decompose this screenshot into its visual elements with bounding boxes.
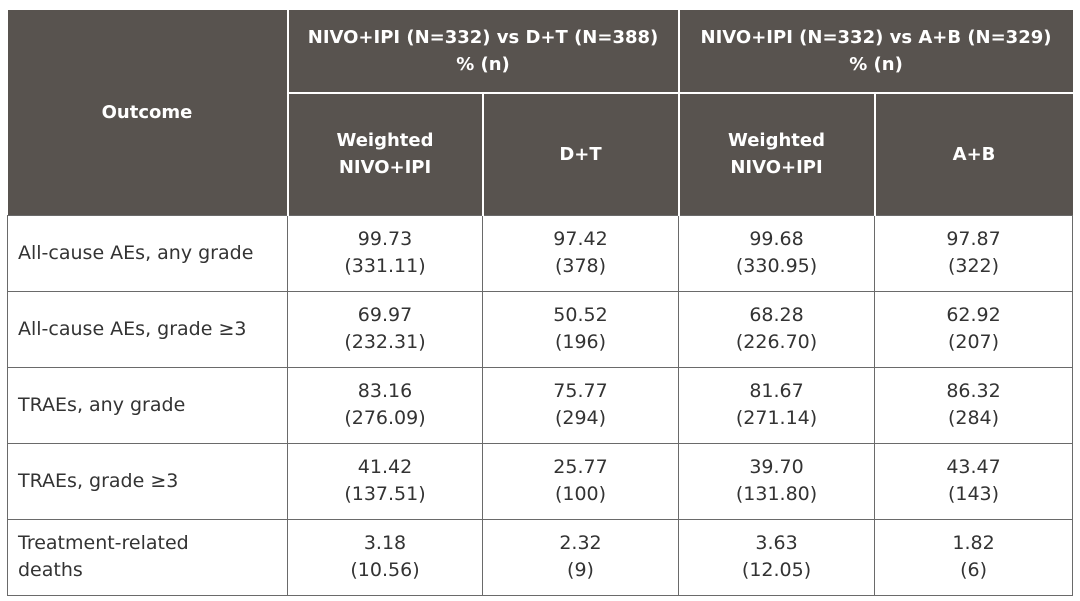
column-header: Weighted NIVO+IPI [286, 93, 483, 215]
cell-text: 3.63 [755, 532, 798, 554]
table-body: All-cause AEs, any grade 99.73 (331.11) 97.… [7, 214, 1074, 596]
value-cell: 81.67 (271.14) [678, 366, 876, 444]
outcome-cell: TRAEs, any grade [7, 366, 288, 444]
value-cell: 75.77 (294) [481, 366, 680, 444]
cell-text: (131.80) [735, 483, 818, 505]
value-cell: 39.70 (131.80) [678, 442, 876, 520]
cell-text: (12.05) [741, 559, 812, 581]
value-cell: 3.63 (12.05) [678, 518, 876, 596]
cell-text: (330.95) [735, 255, 818, 277]
header-text: Weighted [336, 130, 434, 152]
cell-text: 43.47 [946, 456, 1001, 478]
cell-text: 69.97 [357, 304, 413, 326]
header-text: Outcome [101, 101, 193, 123]
value-cell: 86.32 (284) [874, 366, 1074, 444]
value-cell: 50.52 (196) [481, 290, 680, 368]
cell-text: TRAEs, grade ≥3 [18, 469, 179, 492]
group-subtitle: % (n) [456, 54, 510, 75]
group-title: NIVO+IPI (N=332) vs D+T (N=388) [307, 27, 659, 48]
cell-text: (9) [567, 559, 594, 581]
cell-text: (143) [947, 483, 1000, 505]
header-text: NIVO+IPI [338, 157, 432, 179]
cell-text: (226.70) [735, 331, 818, 353]
header-row: Weighted NIVO+IPI D+T Weighted NIVO+IPI A+B [8, 93, 1073, 215]
cell-text: (378) [554, 255, 607, 277]
cell-text: 62.92 [946, 304, 1001, 326]
group-subtitle: % (n) [849, 54, 903, 75]
cell-text: 39.70 [749, 456, 804, 478]
value-cell: 99.73 (331.11) [287, 214, 483, 292]
cell-text: (232.31) [344, 331, 426, 353]
cell-text: deaths [18, 559, 83, 581]
table-row: All-cause AEs, any grade 99.73 (331.11) 97.… [7, 214, 1074, 292]
header-row: Outcome NIVO+IPI (N=332) vs D+T (N=388) % … [7, 10, 1073, 215]
value-cell: 97.42 (378) [481, 214, 680, 292]
cell-text: (271.14) [735, 407, 818, 429]
cell-text: 41.42 [357, 456, 413, 478]
value-cell: 68.28 (226.70) [678, 290, 876, 368]
group-header: NIVO+IPI (N=332) vs D+T (N=388) % (n) [286, 10, 679, 94]
cell-text: (100) [554, 483, 607, 505]
value-cell: 3.18 (10.56) [287, 518, 483, 596]
cell-text: 81.67 [749, 380, 804, 402]
value-cell: 25.77 (100) [481, 442, 680, 520]
value-cell: 99.68 (330.95) [678, 214, 876, 292]
table-row: All-cause AEs, grade ≥3 69.97 (232.31) 50.5… [7, 290, 1074, 368]
value-cell: 97.87 (322) [874, 214, 1074, 292]
outcome-cell: All-cause AEs, grade ≥3 [7, 290, 288, 368]
cell-text: (294) [554, 407, 607, 429]
column-header: D+T [481, 93, 679, 215]
header-text: NIVO+IPI [730, 157, 823, 179]
cell-text: (196) [554, 331, 607, 353]
cell-text: All-cause AEs, any grade [18, 241, 254, 264]
cell-text: 86.32 [946, 380, 1001, 402]
value-cell: 43.47 (143) [874, 442, 1074, 520]
cell-text: 97.42 [553, 228, 608, 250]
cell-text: 99.68 [749, 228, 804, 250]
group-header: NIVO+IPI (N=332) vs A+B (N=329) % (n) [677, 10, 1073, 94]
cell-text: (276.09) [344, 407, 426, 429]
value-cell: 69.97 (232.31) [287, 290, 483, 368]
table-row: Treatment-related deaths 3.18 (10.56) 2.32 (9… [7, 518, 1074, 596]
cell-text: 2.32 [559, 532, 602, 554]
cell-text: 50.52 [553, 304, 608, 326]
column-header: Weighted NIVO+IPI [677, 93, 875, 215]
cell-text: 97.87 [946, 228, 1001, 250]
value-cell: 41.42 (137.51) [287, 442, 483, 520]
group-title: NIVO+IPI (N=332) vs A+B (N=329) [700, 27, 1052, 48]
value-cell: 2.32 (9) [481, 518, 680, 596]
table-row: TRAEs, grade ≥3 41.42 (137.51) 25.77 (100) 39… [7, 442, 1074, 520]
value-cell: 62.92 (207) [874, 290, 1074, 368]
table-row: TRAEs, any grade 83.16 (276.09) 75.77 (294) 8… [7, 366, 1074, 444]
header-text: Weighted [728, 130, 826, 152]
value-cell: 1.82 (6) [874, 518, 1074, 596]
cell-text: (137.51) [344, 483, 426, 505]
cell-text: 1.82 [952, 532, 995, 554]
column-header: A+B [873, 93, 1073, 215]
cell-text: Treatment-related [18, 532, 189, 554]
cell-text: (6) [960, 559, 987, 581]
cell-text: 99.73 [357, 228, 413, 250]
cell-text: All-cause AEs, grade ≥3 [18, 317, 247, 340]
cell-text: (10.56) [350, 559, 420, 581]
table-header: Outcome NIVO+IPI (N=332) vs D+T (N=388) % … [7, 10, 1073, 215]
cell-text: TRAEs, any grade [18, 393, 186, 416]
cell-text: (284) [947, 407, 1000, 429]
cell-text: (322) [947, 255, 1000, 277]
cell-text: (331.11) [344, 255, 426, 277]
cell-text: 3.18 [363, 532, 407, 554]
outcome-header: Outcome [7, 10, 288, 215]
value-cell: 83.16 (276.09) [287, 366, 483, 444]
outcome-cell: Treatment-related deaths [7, 518, 288, 596]
cell-text: 68.28 [749, 304, 804, 326]
header-text: D+T [559, 143, 602, 165]
outcome-cell: TRAEs, grade ≥3 [7, 442, 288, 520]
cell-text: 75.77 [553, 380, 608, 402]
outcome-cell: All-cause AEs, any grade [7, 214, 288, 292]
cell-text: (207) [947, 331, 1000, 353]
cell-text: 25.77 [553, 456, 608, 478]
header-text: A+B [952, 143, 996, 165]
table: Outcome NIVO+IPI (N=332) vs D+T (N=388) % … [7, 10, 1074, 596]
cell-text: 83.16 [357, 380, 413, 402]
